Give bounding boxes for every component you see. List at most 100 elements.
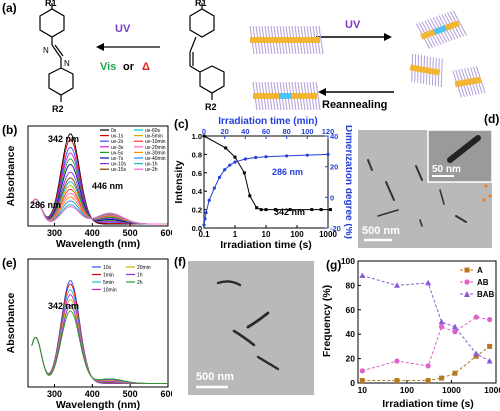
x-tick-label-400: 400: [85, 389, 100, 399]
panel-e-xlabel: Wavelength (nm): [56, 399, 140, 411]
series-A-point-0: [359, 378, 365, 384]
scale-text-f: 500 nm: [196, 371, 234, 383]
legend-label-uv-15s: uv-15s: [111, 167, 127, 173]
reannealing-label: Reannealing: [322, 99, 387, 111]
x-tick-label-400: 400: [85, 228, 100, 238]
n-atom-left-1: N: [43, 46, 49, 55]
c-y-tick-label-1.0: 1.0: [192, 132, 202, 141]
series-342-point-10: [310, 208, 314, 212]
series-A-point-6: [487, 343, 493, 349]
series-286-point-2: [204, 211, 208, 215]
series-BAB-point-0: [359, 272, 366, 279]
annot-e-342: 342 nm: [48, 301, 79, 311]
legend-label-uv-2h: uv-2h: [145, 167, 158, 173]
g-y-tick-label-40: 40: [346, 329, 356, 339]
panel-e-curves: [31, 280, 168, 384]
series-BAB-line: [362, 275, 490, 362]
series-286-point-6: [223, 168, 227, 172]
n-atom-left-2: N: [64, 59, 70, 68]
c-x-tick-label-100: 100: [290, 230, 304, 239]
series-342-point-3: [242, 171, 246, 175]
series-AB-point-5: [473, 314, 479, 320]
legend-label-AB: AB: [477, 278, 489, 287]
or-label: or: [123, 61, 135, 73]
x-tick-label-500: 500: [123, 389, 138, 399]
series-342-point-1: [224, 146, 228, 150]
series-286-point-3: [207, 198, 211, 202]
panel-c-xlabel: Irradiation time (s): [220, 239, 312, 250]
panel-d-label: (d): [484, 112, 500, 126]
series-286-line: [203, 153, 329, 226]
series-342-point-2: [233, 155, 237, 159]
series-342-point-0: [202, 134, 206, 138]
c-x2-tick-label-80: 80: [282, 127, 290, 136]
g-y-tick-label-60: 60: [346, 305, 356, 315]
legend-label-uv-1s: uv-1s: [111, 134, 124, 140]
c-y2-tick-label-40: 40: [330, 132, 338, 141]
c-y2-tick-label--20: -20: [330, 224, 341, 233]
series-A-point-5: [473, 353, 479, 359]
tem-image-f: 500 nm: [188, 261, 314, 395]
series-286-point-9: [243, 157, 247, 161]
g-x-tick-label-10: 10: [358, 385, 368, 395]
series-BAB-point-4: [451, 323, 458, 330]
r1-left: R1: [45, 0, 57, 8]
legend-label-uv-5min: uv-5min: [145, 134, 163, 140]
series-286-point-13: [305, 153, 309, 157]
c-x2-tick-label-100: 100: [301, 127, 314, 136]
series-BAB-point-1: [393, 282, 400, 288]
c-x2-tick-label-0: 0: [202, 127, 206, 136]
fiber-bundles: [249, 10, 486, 111]
legend-label-1min: 1min: [103, 273, 114, 279]
c-x-tick-label-10: 10: [262, 230, 271, 239]
legend-label-2h: 2h: [137, 280, 143, 286]
annot-446: 446 nm: [92, 181, 123, 191]
legend-label-0s: 0s: [111, 128, 117, 134]
trans-azobenzene-structure: [39, 3, 74, 102]
series-342-point-9: [288, 208, 292, 212]
panel-d: (d) 50 nm 500 nm: [352, 112, 500, 250]
spectrum-2h: [31, 310, 168, 384]
c-y-tick-label-0.6: 0.6: [192, 169, 202, 178]
legend-label-20min: 20min: [137, 265, 151, 271]
c-y-tick-label-0.0: 0.0: [192, 224, 202, 233]
tem-image-d: 50 nm 500 nm: [358, 130, 492, 248]
panel-f: (f) 500 nm: [174, 255, 318, 405]
series-AB-point-0: [359, 368, 365, 374]
c-x2-tick-label-60: 60: [262, 127, 270, 136]
bundle-reannealed: [252, 81, 321, 111]
panel-e-x-ticks: 300 400 500 600: [47, 384, 172, 399]
x-tick-label-300: 300: [47, 228, 62, 238]
series-A-point-3: [439, 375, 445, 381]
series-342-point-11: [319, 208, 323, 212]
panel-c-ylabel: Intensity: [173, 160, 185, 203]
panel-e-frame: [27, 258, 169, 388]
panel-c-series: [202, 134, 332, 227]
vis-label: Vis: [100, 61, 116, 73]
panel-c-y2label: Dimerization degree (%): [343, 125, 352, 239]
legend-label-uv-40min: uv-40min: [145, 156, 166, 162]
series-286-point-4: [212, 186, 216, 190]
bundle-broken-2: [409, 53, 443, 88]
c-x-tick-label-1: 1: [233, 230, 238, 239]
uv-label: UV: [115, 23, 131, 35]
c-y-tick-label-0.8: 0.8: [192, 150, 202, 159]
g-x-tick-label-1000: 1000: [442, 385, 461, 395]
series-A-point-1: [394, 378, 400, 384]
series-BAB-point-6: [486, 357, 493, 364]
series-342-point-4: [248, 194, 252, 198]
legend-label-uv-10min: uv-10min: [145, 139, 166, 145]
c-x2-tick-label-120: 120: [322, 127, 335, 136]
series-286-point-0: [202, 223, 206, 227]
legend-label-uv-3s: uv-3s: [111, 145, 124, 151]
panel-c-x2label: Irradiation time (min): [218, 116, 317, 127]
c-y-tick-label-0.2: 0.2: [192, 206, 202, 215]
spectrum-uv-2h: [31, 198, 168, 225]
series-286-point-5: [217, 175, 222, 179]
series-BAB-point-3: [438, 318, 445, 325]
c-x-tick-label-0.1: 0.1: [198, 230, 210, 239]
series-342-point-7: [264, 208, 268, 212]
